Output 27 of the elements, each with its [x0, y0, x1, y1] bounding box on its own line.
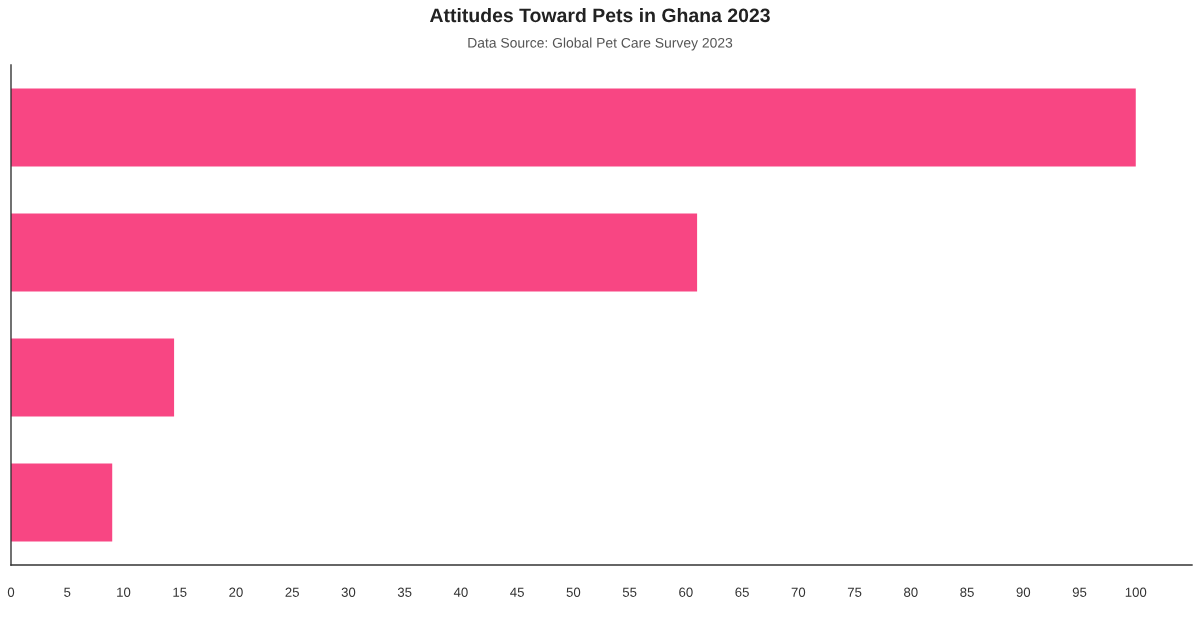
- x-tick-label: 10: [117, 587, 131, 597]
- bar: [11, 88, 1136, 167]
- x-tick-label: 55: [622, 587, 637, 597]
- x-tick-label: 30: [341, 587, 356, 597]
- bar: [11, 338, 175, 417]
- x-tick-label: 20: [229, 587, 243, 597]
- bar: [11, 213, 698, 292]
- x-tick-label: 75: [847, 587, 862, 597]
- x-tick-label: 85: [960, 587, 974, 597]
- x-tick-label: 25: [285, 587, 299, 597]
- x-tick-label: 80: [904, 587, 918, 597]
- x-tick-label: 35: [397, 587, 412, 597]
- x-tick-label: 60: [679, 587, 693, 597]
- chart-subtitle: Data Source: Global Pet Care Survey 2023: [468, 37, 733, 51]
- x-tick-label: 95: [1072, 587, 1087, 597]
- chart-title: Attitudes Toward Pets in Ghana 2023: [429, 7, 770, 23]
- x-tick-label: 15: [173, 587, 187, 597]
- bar: [11, 463, 113, 542]
- x-tick-label: 100: [1125, 587, 1147, 597]
- x-tick-label: 65: [735, 587, 749, 597]
- x-tick-label: 40: [453, 587, 468, 597]
- x-tick-label: 90: [1016, 587, 1031, 597]
- x-tick-label: 70: [791, 587, 806, 597]
- x-tick-label: 45: [510, 587, 524, 597]
- x-tick-label: 50: [566, 587, 581, 597]
- x-tick-label: 5: [64, 587, 71, 597]
- x-tick-label: 0: [7, 587, 15, 597]
